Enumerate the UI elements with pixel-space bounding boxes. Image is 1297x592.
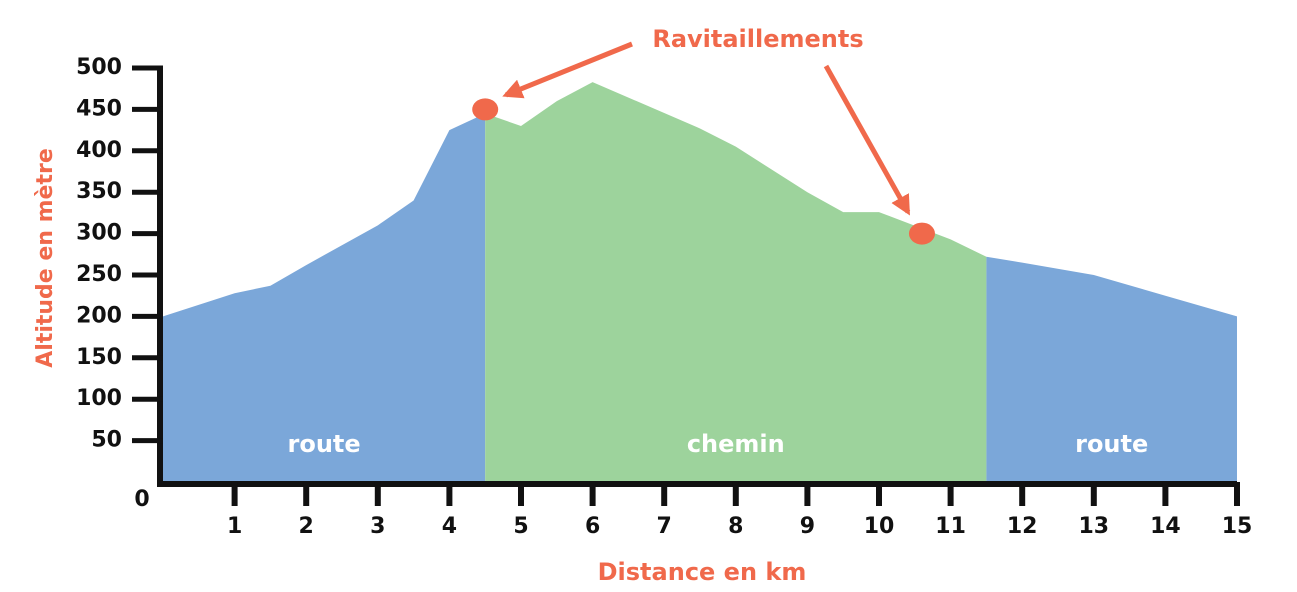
annotation: Ravitaillements — [652, 25, 863, 53]
y-tick-label: 500 — [76, 55, 122, 80]
y-tick-label: 0 — [134, 487, 149, 512]
x-tick-label: 5 — [513, 514, 528, 539]
annotation-arrow — [502, 41, 633, 99]
x-tick-label: 11 — [935, 514, 966, 539]
x-tick-label: 14 — [1150, 514, 1181, 539]
y-tick-label: 150 — [76, 345, 122, 370]
x-tick-label: 7 — [657, 514, 672, 539]
x-tick-label: 6 — [585, 514, 600, 539]
supply-marker — [472, 98, 499, 121]
x-tick-label: 9 — [800, 514, 815, 539]
y-axis-label: Altitude en mètre — [33, 148, 58, 368]
area-segment — [986, 256, 1237, 482]
x-tick-label: 8 — [728, 514, 743, 539]
x-tick-label: 2 — [299, 514, 314, 539]
plot-area: route chemin route — [163, 82, 1237, 483]
y-tick-label: 250 — [76, 262, 122, 287]
zone-label: route — [288, 430, 361, 458]
y-tick-label: 300 — [76, 221, 122, 246]
y-tick-label: 400 — [76, 138, 122, 163]
x-tick-label: 15 — [1222, 514, 1253, 539]
supply-marker — [908, 222, 935, 245]
y-tick-label: 50 — [91, 428, 122, 453]
y-tick-label: 450 — [76, 96, 122, 121]
y-tick-label: 200 — [76, 303, 122, 328]
zone-label: route — [1075, 430, 1148, 458]
x-tick-label: 4 — [442, 514, 457, 539]
x-tick-label: 10 — [864, 514, 895, 539]
y-tick-label: 350 — [76, 179, 122, 204]
annotation-arrow — [823, 64, 911, 216]
area-segment — [485, 82, 987, 483]
x-tick-label: 13 — [1078, 514, 1109, 539]
area-segment — [163, 113, 486, 482]
zone-label: chemin — [687, 430, 785, 458]
y-tick-label: 100 — [76, 386, 122, 411]
x-axis-label: Distance en km — [598, 558, 807, 586]
x-tick-label: 12 — [1007, 514, 1038, 539]
x-tick-label: 3 — [370, 514, 385, 539]
x-tick-label: 1 — [227, 514, 242, 539]
